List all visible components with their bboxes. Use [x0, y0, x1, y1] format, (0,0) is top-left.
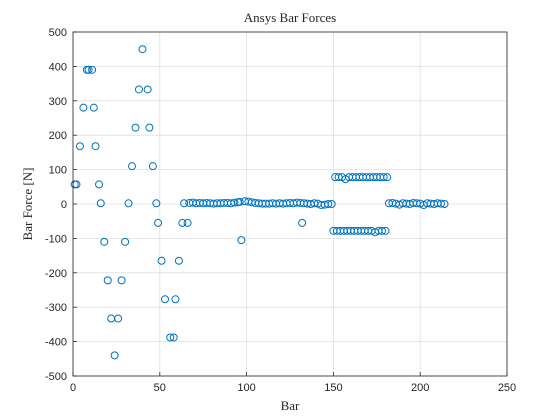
- y-tick-label: -100: [45, 233, 67, 245]
- point: [171, 295, 180, 304]
- point: [178, 218, 187, 227]
- point: [327, 200, 336, 208]
- x-tick-label: 0: [70, 382, 76, 394]
- point: [88, 65, 97, 74]
- point: [437, 199, 446, 208]
- y-tick-label: -500: [45, 371, 67, 383]
- point: [131, 123, 140, 132]
- point: [378, 226, 387, 235]
- point: [75, 142, 84, 151]
- y-tick-label: 400: [49, 61, 67, 73]
- point: [84, 65, 93, 74]
- point: [100, 237, 109, 246]
- y-tick-label: 200: [49, 130, 67, 142]
- point: [154, 218, 163, 227]
- y-tick-label: 300: [49, 96, 67, 108]
- point: [379, 173, 388, 182]
- point: [138, 45, 147, 54]
- point: [110, 351, 119, 360]
- x-tick-label: 50: [154, 382, 166, 394]
- point: [166, 333, 175, 342]
- point: [157, 256, 166, 265]
- point: [96, 199, 105, 208]
- point: [180, 199, 189, 208]
- point: [381, 226, 390, 235]
- y-tick-label: -300: [45, 302, 67, 314]
- y-tick-label: 0: [61, 199, 67, 211]
- axes-box: [72, 31, 508, 377]
- chart-title: Ansys Bar Forces: [244, 10, 336, 25]
- y-tick-label: 500: [49, 27, 67, 39]
- point: [91, 142, 100, 151]
- y-tick-label: -400: [45, 337, 67, 349]
- point: [145, 123, 154, 132]
- x-axis-label: Bar: [281, 398, 300, 413]
- point: [117, 276, 126, 285]
- point: [134, 85, 143, 94]
- x-tick-label: 200: [411, 382, 429, 394]
- point: [169, 333, 178, 342]
- point: [324, 200, 333, 208]
- point: [298, 218, 307, 227]
- point: [103, 276, 112, 285]
- point: [128, 162, 137, 171]
- point: [114, 314, 123, 323]
- y-axis-label: Bar Force [N]: [20, 168, 35, 241]
- y-tick-label: 100: [49, 165, 67, 177]
- x-tick-label: 150: [324, 382, 342, 394]
- point: [95, 180, 104, 189]
- point: [235, 197, 244, 206]
- point: [89, 103, 98, 112]
- point: [440, 200, 449, 208]
- point: [79, 103, 88, 112]
- point: [383, 173, 392, 182]
- point: [237, 236, 246, 245]
- point: [334, 173, 343, 182]
- point: [121, 237, 130, 246]
- point: [230, 198, 239, 207]
- x-tick-label: 250: [498, 382, 516, 394]
- point: [174, 256, 183, 265]
- point: [143, 85, 152, 94]
- point: [124, 199, 133, 208]
- point: [161, 295, 170, 304]
- point: [148, 162, 157, 171]
- point: [183, 218, 192, 227]
- points: [70, 45, 449, 360]
- y-tick-label: -200: [45, 268, 67, 280]
- x-tick-label: 100: [237, 382, 255, 394]
- point: [152, 199, 161, 208]
